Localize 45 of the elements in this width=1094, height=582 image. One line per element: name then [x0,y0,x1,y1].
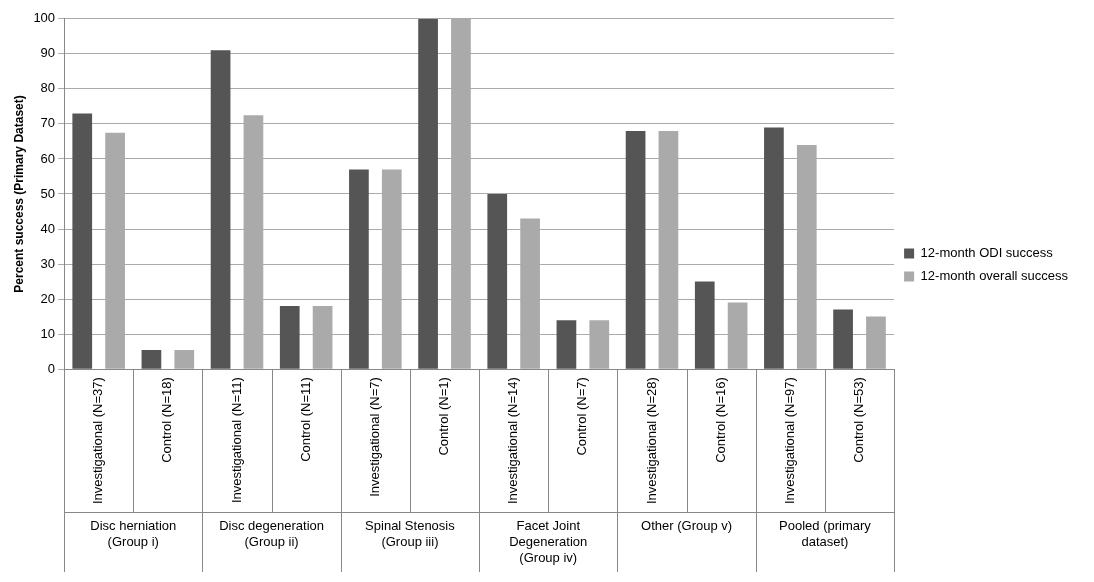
y-tick-label: 100 [33,10,56,26]
x-tick-label: Investigational (N=28) [643,377,659,505]
bar [349,169,369,369]
bar [72,113,93,369]
x-tick-label: Control (N=18) [159,377,175,463]
y-tick-label: 70 [40,115,56,131]
x-tick-label: Control (N=7) [574,377,590,456]
y-tick-label: 50 [40,185,56,201]
text: Disc herniation (Group i) [90,518,177,550]
text: Spinal Stenosis (Group iii) [365,518,456,550]
x-tick-label: Investigational (N=11) [228,377,244,504]
y-tick-label: 10 [40,325,56,341]
bar [174,349,195,369]
bar [556,320,577,369]
y-tick-label: 0 [47,360,56,376]
x-tick-label: Investigational (N=37) [90,377,106,505]
bar [210,50,231,369]
x-tick-label: Control (N=1) [436,377,452,456]
bar [694,281,715,369]
legend-label: 12-month overall success [920,268,1069,284]
bar [625,130,646,369]
bar [279,306,300,369]
bar [141,349,162,369]
y-tick-label: 40 [40,220,56,236]
x-tick-label: Control (N=11) [297,377,313,462]
text: Pooled (primary dataset) [779,518,872,550]
text: Facet Joint Degeneration (Group iv) [509,518,588,566]
bar [833,309,853,369]
text: Disc degeneration (Group ii) [219,518,324,550]
y-axis-title: Percent success (Primary Dataset) [11,95,26,293]
x-tick-label: Investigational (N=14) [505,377,521,505]
bar [418,18,438,369]
bar [764,127,784,369]
x-tick-label: Control (N=16) [712,377,728,463]
legend-label: 12-month ODI success [920,245,1054,261]
text: Other (Group v) [641,518,733,534]
y-tick-label: 80 [40,80,56,96]
x-tick-label: Investigational (N=7) [366,377,382,497]
y-tick-label: 20 [40,290,56,306]
y-tick-label: 90 [40,45,56,61]
bar [487,193,508,369]
x-tick-label: Control (N=53) [851,377,867,463]
x-tick-label: Investigational (N=97) [781,377,797,505]
y-tick-label: 30 [40,255,56,271]
y-tick-label: 60 [40,150,56,166]
